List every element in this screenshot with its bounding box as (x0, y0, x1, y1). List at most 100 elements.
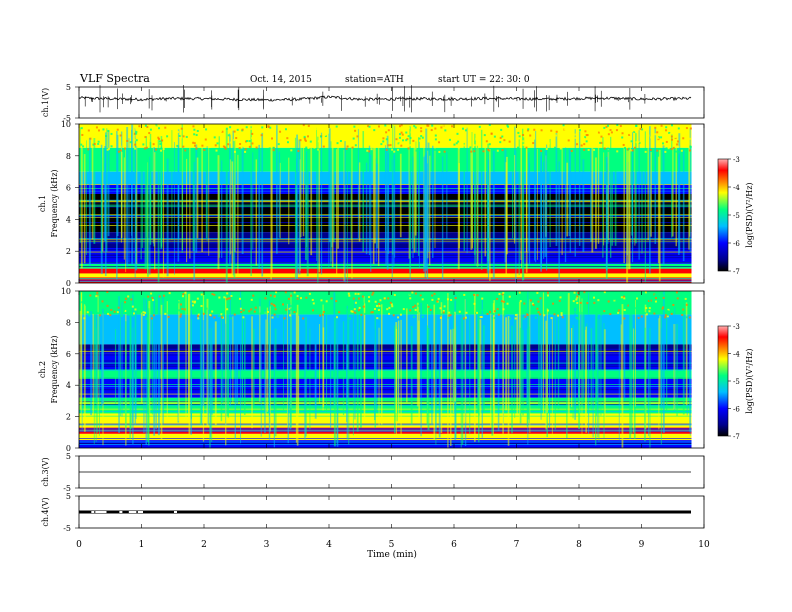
ch2-spectrogram-sferic (507, 316, 510, 446)
ch2-spectrogram-sferic (618, 310, 620, 441)
ch2-spectrogram-sferic (519, 327, 522, 424)
ch2-spectrogram-sferic (121, 302, 123, 417)
ch1-spectrogram-speckle (270, 134, 273, 137)
ch2-spectrogram-sferic (120, 306, 121, 417)
ch2-spectrogram-speckle (486, 312, 489, 315)
ch2-spectrogram-speckle (412, 306, 415, 309)
ch1-spectrogram-speckle (603, 133, 606, 136)
ch2-spectrogram-sferic (266, 307, 269, 412)
ch2-spectrogram-speckle (529, 299, 532, 302)
ch1-spectrogram-sferic (533, 139, 536, 261)
ch2-spectrogram-speckle (654, 293, 657, 296)
ch2-spectrogram-sferic (347, 308, 349, 407)
x-tick-label: 10 (698, 540, 710, 550)
ch2-spectrogram-speckle (588, 292, 591, 295)
ch2-spectrogram-sferic (588, 292, 590, 434)
ch2-spectrogram-speckle (575, 316, 578, 319)
ch2-spectrogram-speckle (88, 314, 91, 317)
ch1-spectrogram-speckle (589, 125, 592, 128)
ch1-spectrogram-sferic (189, 147, 191, 259)
ch2-spectrogram-speckle (298, 291, 301, 294)
x-tick-label: 5 (389, 540, 395, 550)
ch2-spectrogram-speckle (252, 294, 255, 297)
ch2-spectrogram-sferic (554, 303, 556, 430)
ch1-spectrogram-speckle (160, 149, 163, 152)
ch1-spectrogram-sferic (331, 150, 333, 248)
ch1-spectrogram-speckle (668, 131, 671, 134)
ch1-spectrogram-speckle (555, 130, 558, 133)
ch1-spectrogram-speckle (688, 149, 691, 152)
ch1-spectrogram-speckle (616, 150, 619, 153)
ch1-spectrogram-sferic (631, 132, 634, 263)
ch2-spectrogram-speckle (497, 313, 500, 316)
ch2-spectrogram-sferic (342, 321, 345, 416)
ch2-spectrogram-colorbar-tick-label: -6 (733, 406, 740, 414)
ch1-spectrogram-speckle (400, 124, 403, 127)
ch2-spectrogram-speckle (248, 310, 251, 313)
ch2-spectrogram-sferic (319, 324, 321, 404)
ch1-spectrogram-speckle (575, 143, 578, 146)
ch2-spectrogram-speckle (296, 295, 299, 298)
ch1-spectrogram-speckle (491, 142, 494, 145)
ch1-spectrogram-speckle (375, 139, 378, 142)
ch2-spectrogram-speckle (388, 306, 391, 309)
ch1-spectrogram-sferic (116, 130, 118, 280)
ch1-spectrogram-sferic (147, 157, 149, 277)
ch2-spectrogram-speckle (558, 306, 561, 309)
ch1-spectrogram-speckle (385, 131, 388, 134)
x-tick-label: 0 (76, 540, 82, 550)
ch1-spectrogram-speckle (626, 148, 629, 151)
ch2-spectrogram-speckle (514, 317, 517, 320)
ch1-spectrogram-speckle (595, 149, 598, 152)
ch2-spectrogram-speckle (270, 302, 273, 305)
ch1-spectrogram-speckle (426, 124, 429, 127)
ch1-spectrogram-speckle (443, 150, 446, 153)
ch2-spectrogram-speckle (465, 311, 468, 314)
ch1-spectrogram-speckle (135, 132, 138, 135)
ch1-spectrogram-speckle (353, 125, 356, 128)
ch2-spectrogram-sferic (620, 324, 622, 405)
ch1-spectrogram-sferic (337, 133, 339, 249)
ch1-spectrogram-speckle (665, 147, 668, 150)
ch2-spectrogram-sferic (597, 316, 599, 438)
ch2-spectrogram-sferic (265, 319, 267, 415)
ch1-spectrogram-sferic (328, 133, 330, 268)
ch1-waveform-ytick-label: 5 (66, 83, 71, 92)
ch2-spectrogram-speckle (616, 306, 619, 309)
ch2-spectrogram-speckle (357, 292, 360, 295)
ch1-spectrogram-sferic (555, 133, 558, 246)
ch1-spectrogram-sferic (568, 148, 571, 237)
ch2-spectrogram-speckle (184, 291, 187, 294)
ch1-spectrogram-colorbar-tick-label: -4 (733, 184, 740, 192)
ch2-spectrogram-speckle (493, 310, 496, 313)
ch2-spectrogram-speckle (513, 292, 516, 295)
ch1-spectrogram-speckle (555, 134, 558, 137)
ch1-spectrogram-sferic (635, 133, 637, 244)
ch2-spectrogram-tone (79, 389, 692, 391)
ch2-spectrogram-speckle (373, 308, 376, 311)
ch1-spectrogram-speckle (433, 148, 436, 151)
ch1-spectrogram-speckle (501, 135, 504, 138)
ch1-spectrogram-speckle (317, 140, 320, 143)
ch2-spectrogram-speckle (509, 317, 512, 320)
ch2-spectrogram-speckle (357, 305, 360, 308)
ch1-spectrogram-speckle (496, 149, 499, 152)
ch1-spectrogram-speckle (409, 136, 412, 139)
ch2-spectrogram-sferic (326, 291, 328, 414)
ch1-spectrogram-speckle (251, 142, 254, 145)
ch1-spectrogram-speckle (161, 139, 164, 142)
ch1-spectrogram-speckle (628, 133, 631, 136)
ch1-spectrogram-speckle (356, 135, 359, 138)
ch1-spectrogram-speckle (382, 137, 385, 140)
ch1-spectrogram-speckle (235, 136, 238, 139)
ch2-spectrogram-speckle (320, 299, 323, 302)
ch2-spectrogram-sferic (236, 326, 238, 404)
ch2-spectrogram-sferic (160, 304, 163, 440)
ch1-spectrogram-speckle (241, 139, 244, 142)
ch1-spectrogram-speckle (379, 142, 382, 145)
ch2-spectrogram-sferic (274, 328, 277, 437)
ch2-spectrogram-speckle (193, 301, 196, 304)
ch2-spectrogram-sferic (648, 310, 650, 437)
ch1-spectrogram-speckle (586, 134, 589, 137)
ch2-spectrogram-speckle (391, 305, 394, 308)
